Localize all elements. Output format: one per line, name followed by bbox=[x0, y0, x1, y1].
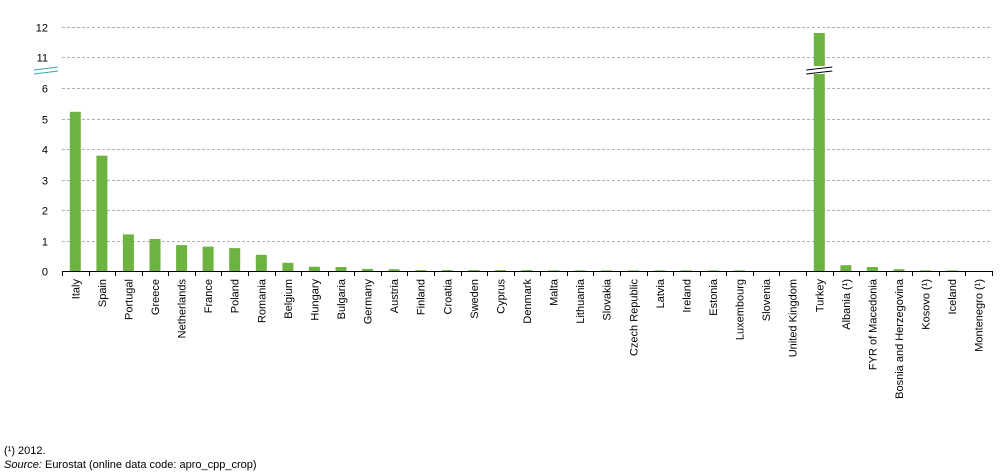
y-tick-label: 11 bbox=[37, 53, 48, 65]
bar bbox=[840, 265, 852, 271]
source-line: Source: Eurostat (online data code: apro… bbox=[4, 459, 257, 471]
bar bbox=[627, 270, 639, 271]
x-category-label: France bbox=[203, 279, 215, 313]
y-tick-label: 1 bbox=[42, 237, 48, 249]
y-tick-label: 2 bbox=[42, 206, 48, 218]
bar bbox=[734, 270, 746, 271]
bar bbox=[494, 270, 506, 271]
bar bbox=[362, 268, 374, 271]
bar bbox=[255, 254, 267, 271]
x-category-label: Bulgaria bbox=[336, 278, 348, 319]
bar bbox=[282, 262, 294, 271]
bar bbox=[335, 267, 347, 271]
x-category-label: Latvia bbox=[655, 278, 667, 308]
bar bbox=[69, 111, 81, 271]
x-category-label: Iceland bbox=[947, 279, 959, 314]
x-category-label: Turkey bbox=[814, 279, 826, 313]
axis-break-markers bbox=[33, 66, 835, 75]
x-category-label: Slovakia bbox=[602, 278, 614, 320]
axis-break-line bbox=[806, 70, 833, 75]
y-tick-label: 4 bbox=[42, 145, 48, 157]
bar bbox=[548, 270, 560, 271]
x-category-label: Romania bbox=[256, 278, 268, 323]
x-category-label: Austria bbox=[389, 278, 401, 313]
x-category-label: Netherlands bbox=[177, 279, 189, 339]
bar bbox=[946, 270, 958, 271]
x-category-label: Portugal bbox=[123, 279, 135, 320]
bar bbox=[388, 269, 400, 271]
x-category-label: Finland bbox=[416, 279, 428, 315]
bar bbox=[149, 239, 161, 271]
x-category-label: Belgium bbox=[283, 279, 295, 319]
x-category-label: FYR of Macedonia bbox=[867, 278, 879, 370]
bar bbox=[441, 270, 453, 271]
bar bbox=[308, 266, 320, 271]
x-category-label: Kosovo (¹) bbox=[921, 279, 933, 330]
bar bbox=[601, 270, 613, 271]
bar bbox=[229, 248, 241, 271]
x-category-label: Montenegro (¹) bbox=[974, 279, 986, 352]
bar bbox=[415, 270, 427, 271]
y-tick-label: 3 bbox=[42, 176, 48, 188]
x-category-label: Albania (¹) bbox=[841, 279, 853, 330]
bar bbox=[707, 270, 719, 271]
x-category-label: Sweden bbox=[469, 279, 481, 319]
x-category-label: Luxembourg bbox=[735, 279, 747, 340]
x-category-label: Czech Republic bbox=[628, 279, 640, 357]
axis-break-line bbox=[806, 66, 833, 71]
x-category-label: Hungary bbox=[309, 279, 321, 321]
x-category-label: Poland bbox=[230, 279, 242, 313]
axis-break-mask bbox=[804, 66, 835, 74]
x-category-label: Spain bbox=[97, 279, 109, 307]
source-label: Source: bbox=[4, 459, 42, 471]
bar bbox=[202, 246, 214, 271]
x-category-label: United Kingdom bbox=[788, 279, 800, 357]
footnote: (¹) 2012. bbox=[4, 445, 46, 457]
x-category-label: Croatia bbox=[442, 278, 454, 314]
x-category-label: Cyprus bbox=[495, 279, 507, 314]
x-category-label: Denmark bbox=[522, 279, 534, 324]
bar bbox=[122, 234, 134, 271]
x-category-label: Bosnia and Herzegovina bbox=[894, 278, 906, 399]
gridlines bbox=[62, 27, 992, 242]
x-category-label: Slovenia bbox=[761, 278, 773, 321]
x-category-label: Ireland bbox=[681, 279, 693, 313]
bar bbox=[893, 269, 905, 271]
bar bbox=[96, 155, 108, 271]
x-axis bbox=[62, 271, 993, 276]
bar bbox=[920, 270, 932, 271]
source-text: Eurostat (online data code: apro_cpp_cro… bbox=[41, 459, 257, 471]
bar bbox=[654, 270, 666, 271]
x-category-label: Lithuania bbox=[575, 278, 587, 324]
y-tick-label: 6 bbox=[42, 84, 48, 96]
axis-break-line bbox=[33, 70, 59, 75]
bar bbox=[176, 245, 188, 271]
y-tick-label: 5 bbox=[42, 115, 48, 127]
x-axis-labels: Italy Spain Portugal Greece Netherlands Franc… bbox=[70, 278, 985, 399]
y-tick-label: 0 bbox=[42, 267, 48, 279]
bars bbox=[69, 33, 958, 271]
bar bbox=[521, 270, 533, 271]
x-category-label: Germany bbox=[363, 279, 375, 325]
axis-break-line bbox=[33, 66, 59, 71]
bar bbox=[468, 270, 480, 271]
x-category-label: Italy bbox=[70, 279, 82, 300]
bar bbox=[813, 33, 825, 271]
bar bbox=[866, 267, 878, 271]
bar bbox=[680, 270, 692, 271]
bar bbox=[574, 270, 586, 271]
y-tick-label: 12 bbox=[36, 23, 48, 35]
x-category-label: Malta bbox=[549, 278, 561, 306]
x-category-label: Greece bbox=[150, 279, 162, 315]
x-category-label: Estonia bbox=[708, 278, 720, 316]
